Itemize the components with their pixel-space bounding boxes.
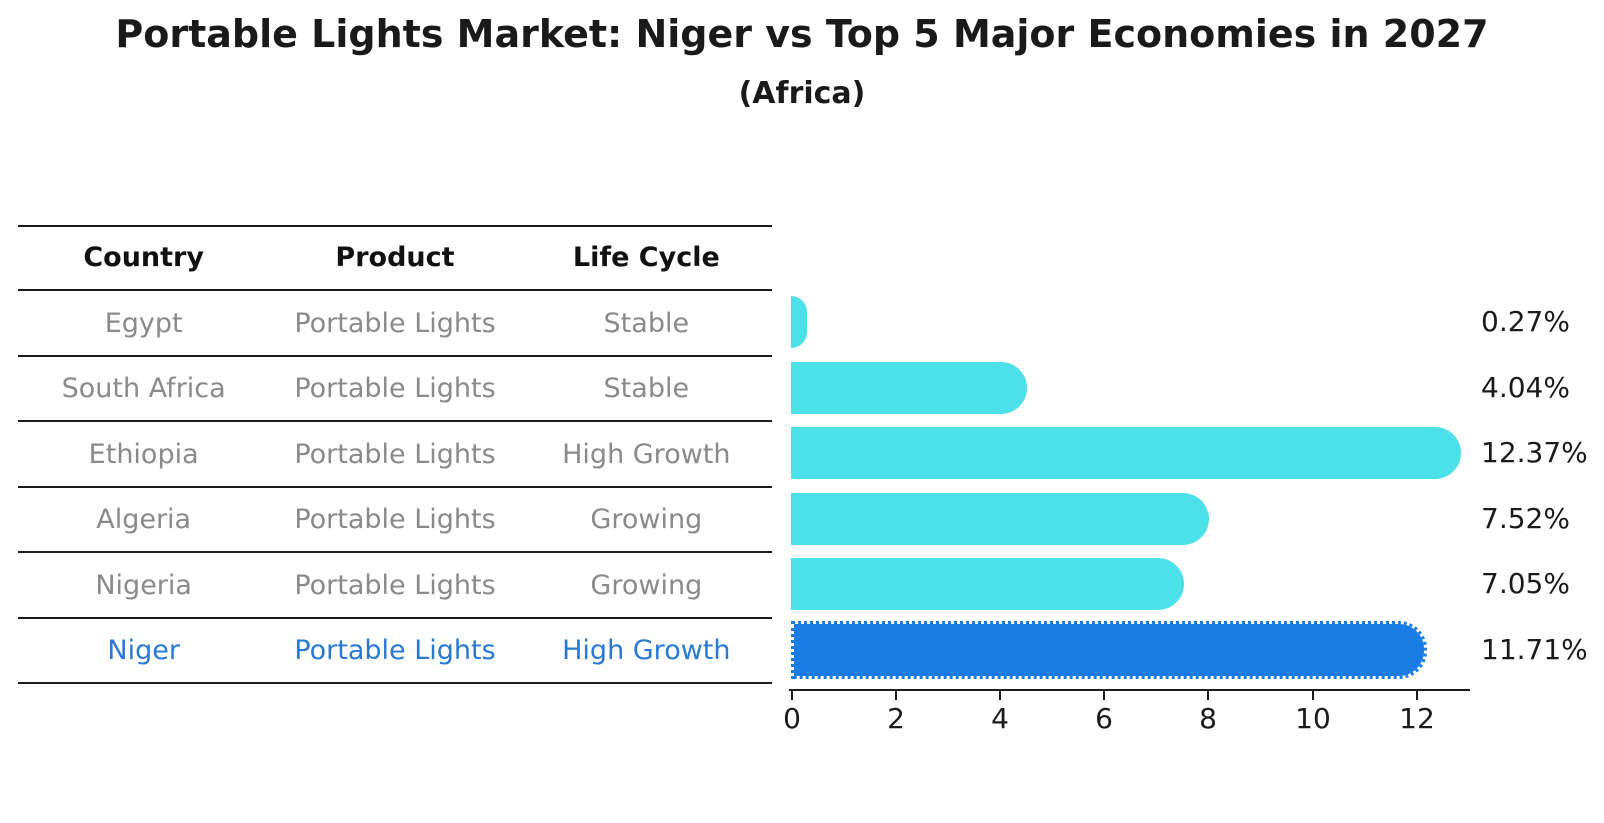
table-row-algeria: Algeria Portable Lights Growing — [18, 488, 772, 551]
cell-product: Portable Lights — [294, 504, 496, 535]
table-row-ethiopia: Ethiopia Portable Lights High Growth — [18, 422, 772, 486]
cell-country: Ethiopia — [88, 438, 199, 470]
bar-algeria — [791, 493, 1209, 545]
bar-nigeria — [791, 558, 1184, 610]
table-rule — [18, 486, 772, 488]
cell-life-cycle: High Growth — [562, 635, 731, 666]
x-tick — [1207, 691, 1209, 700]
x-tick-label: 0 — [783, 702, 801, 735]
table-rule — [18, 225, 772, 227]
x-tick-label: 8 — [1199, 702, 1217, 735]
table-rule — [18, 682, 772, 684]
cell-product: Portable Lights — [294, 569, 496, 601]
cell-product: Portable Lights — [294, 438, 496, 470]
cell-life-cycle: Stable — [603, 307, 690, 339]
cell-country: Egypt — [104, 307, 183, 339]
column-header-country: Country — [83, 241, 204, 273]
cell-product: Portable Lights — [294, 635, 496, 666]
x-tick — [791, 691, 793, 700]
x-axis-line — [789, 689, 1470, 691]
chart-title: Portable Lights Market: Niger vs Top 5 M… — [115, 12, 1489, 56]
cell-country: Nigeria — [95, 569, 192, 601]
table-rule — [18, 617, 772, 619]
bar-egypt — [791, 296, 807, 348]
table-rule — [18, 289, 772, 291]
bar-value-label: 12.37% — [1481, 436, 1588, 469]
cell-life-cycle: Growing — [590, 569, 703, 601]
cell-product: Portable Lights — [294, 373, 496, 404]
x-tick — [895, 691, 897, 700]
x-tick — [1312, 691, 1314, 700]
bar-south-africa — [791, 362, 1027, 414]
cell-country: South Africa — [61, 373, 226, 404]
table-rule — [18, 420, 772, 422]
cell-life-cycle: Growing — [590, 504, 703, 535]
table-header-row: Country Product Life Cycle — [18, 227, 772, 287]
table-row-south-africa: South Africa Portable Lights Stable — [18, 357, 772, 420]
bar-value-label: 11.71% — [1481, 633, 1588, 666]
x-tick-label: 2 — [887, 702, 905, 735]
table-row-nigeria: Nigeria Portable Lights Growing — [18, 553, 772, 617]
cell-country: Algeria — [96, 504, 192, 535]
cell-life-cycle: High Growth — [562, 438, 731, 470]
bar-value-label: 7.05% — [1481, 567, 1570, 600]
bar-niger — [791, 621, 1427, 679]
chart-subtitle: (Africa) — [738, 76, 866, 111]
table-rule — [18, 551, 772, 553]
bar-value-label: 4.04% — [1481, 371, 1570, 404]
table-rule — [18, 355, 772, 357]
cell-life-cycle: Stable — [603, 373, 690, 404]
x-tick — [1103, 691, 1105, 700]
table-row-egypt: Egypt Portable Lights Stable — [18, 291, 772, 355]
cell-product: Portable Lights — [294, 307, 496, 339]
bar-value-label: 0.27% — [1481, 305, 1570, 338]
cell-country: Niger — [107, 635, 180, 666]
table-row-niger: Niger Portable Lights High Growth — [18, 619, 772, 682]
x-tick-label: 10 — [1295, 702, 1331, 735]
bar-ethiopia — [791, 427, 1461, 479]
x-tick — [999, 691, 1001, 700]
column-header-life-cycle: Life Cycle — [572, 241, 720, 273]
x-tick-label: 12 — [1399, 702, 1435, 735]
column-header-product: Product — [335, 241, 455, 273]
x-tick — [1416, 691, 1418, 700]
bar-value-label: 7.52% — [1481, 502, 1570, 535]
x-tick-label: 6 — [1095, 702, 1113, 735]
x-tick-label: 4 — [991, 702, 1009, 735]
